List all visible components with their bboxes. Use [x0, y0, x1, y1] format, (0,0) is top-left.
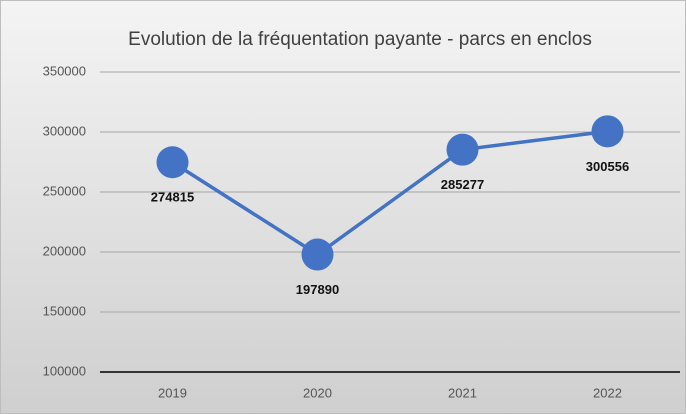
marker [156, 146, 189, 179]
marker [301, 238, 334, 271]
y-tick-label: 350000 [43, 63, 86, 78]
x-tick-label: 2022 [593, 385, 622, 400]
marker [591, 115, 624, 148]
data-label: 274815 [151, 190, 194, 205]
line [171, 129, 608, 257]
data-label: 285277 [441, 177, 484, 192]
x-tick-label: 2019 [158, 385, 187, 400]
y-tick-label: 150000 [43, 303, 86, 318]
data-label: 197890 [296, 282, 339, 297]
y-tick-label: 100000 [43, 363, 86, 378]
y-tick-label: 200000 [43, 243, 86, 258]
marker [446, 133, 479, 166]
data-label: 300556 [586, 159, 629, 174]
chart-title: Evolution de la fréquentation payante - … [128, 29, 592, 50]
x-tick-label: 2020 [303, 385, 332, 400]
y-tick-label: 300000 [43, 123, 86, 138]
y-tick-label: 250000 [43, 183, 86, 198]
x-tick-label: 2021 [448, 385, 477, 400]
